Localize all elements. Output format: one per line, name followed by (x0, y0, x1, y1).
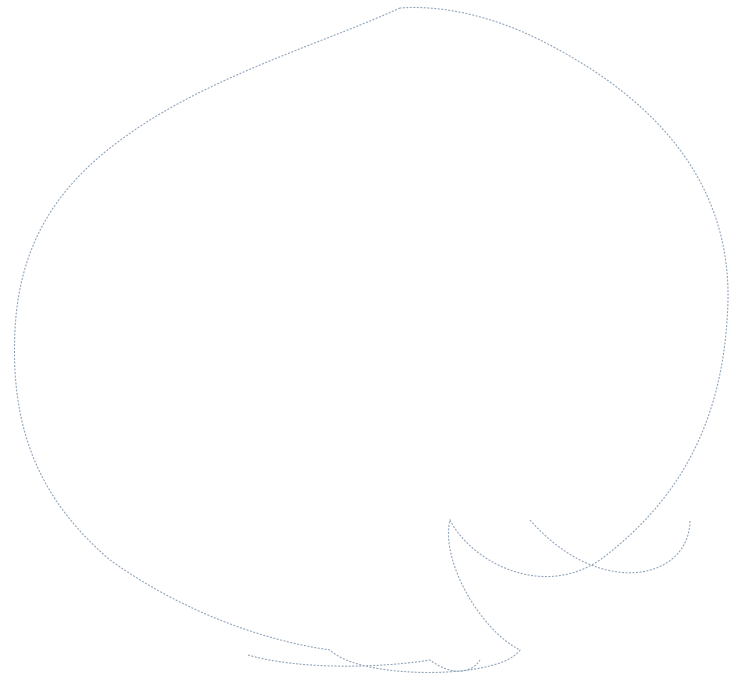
leaf-shape-outline (13, 6, 729, 673)
